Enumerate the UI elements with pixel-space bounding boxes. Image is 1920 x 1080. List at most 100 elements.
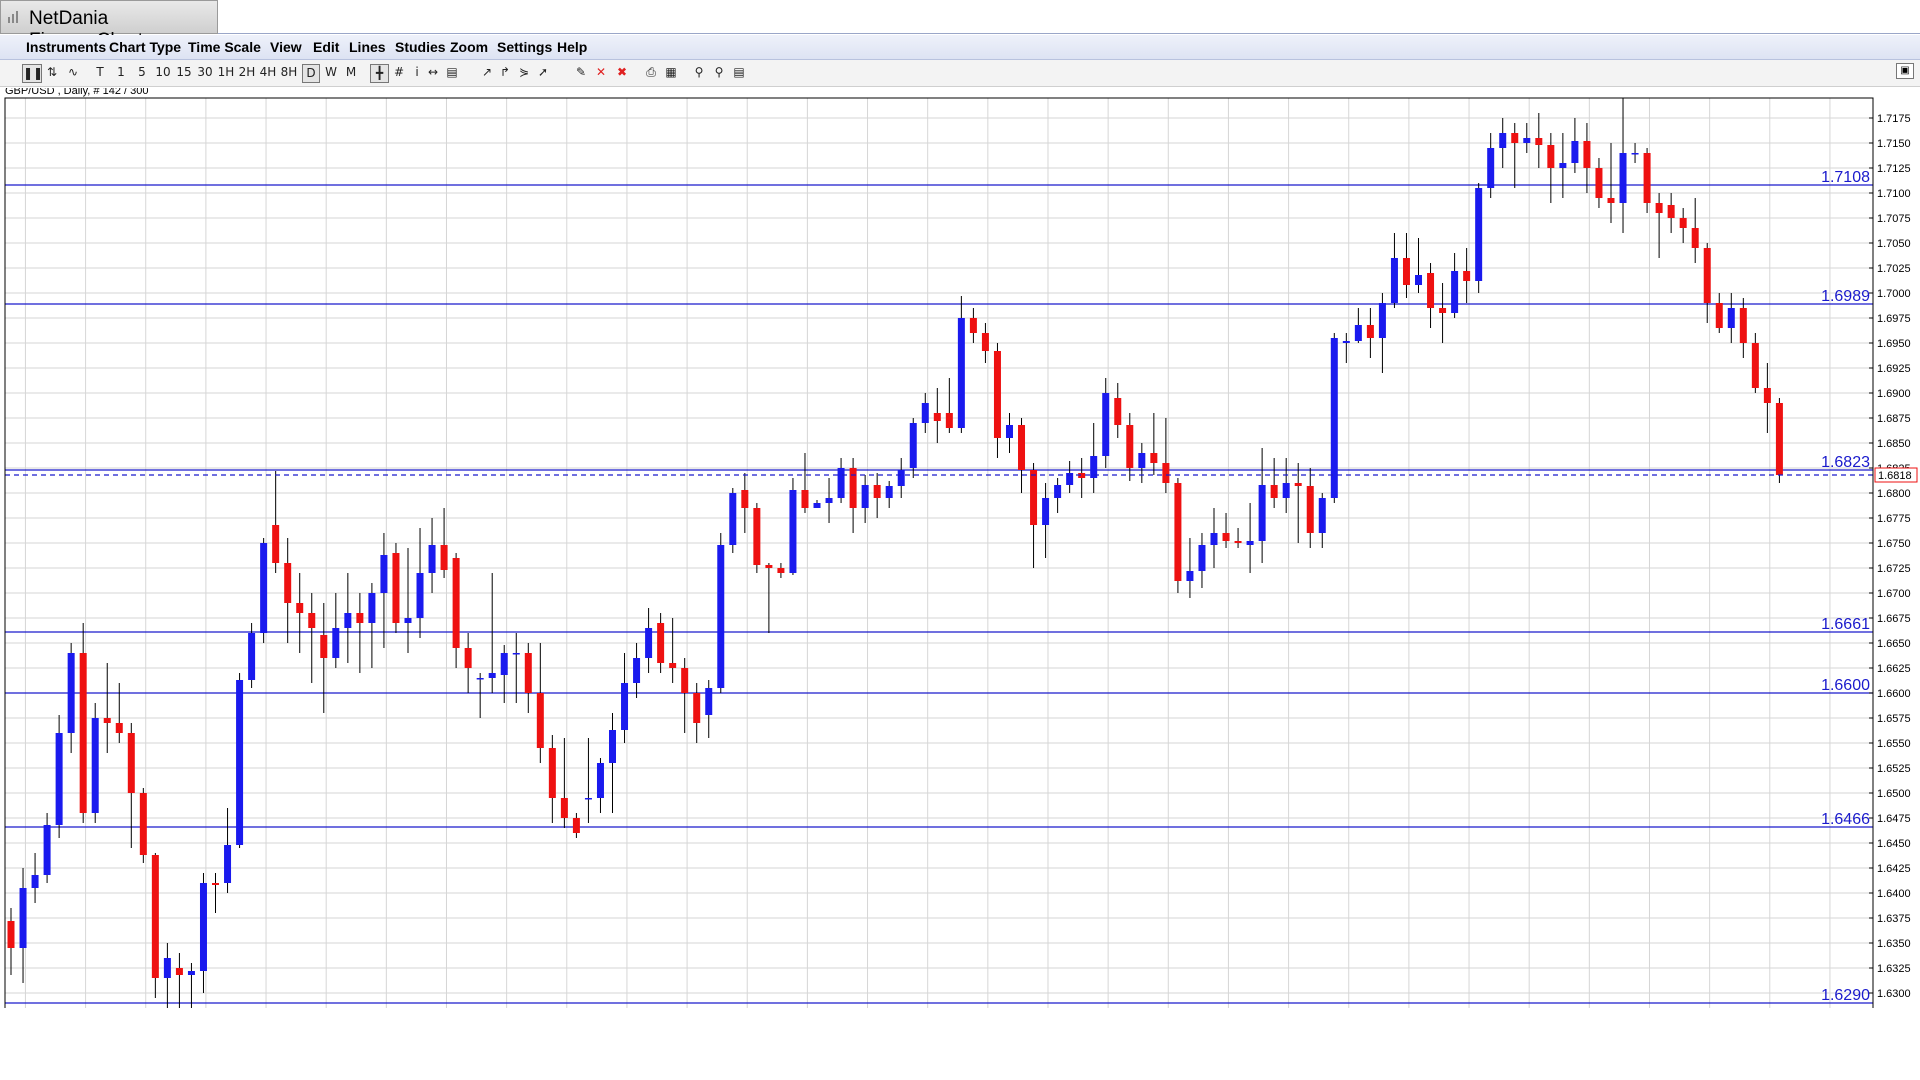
- timeframe-1[interactable]: 1: [117, 65, 125, 79]
- candle: [1667, 193, 1675, 233]
- menu-view[interactable]: View: [270, 39, 302, 55]
- candle: [199, 873, 207, 993]
- pan-icon[interactable]: ↔: [427, 65, 439, 79]
- ray-line-icon[interactable]: ↱: [499, 65, 511, 79]
- menu-lines[interactable]: Lines: [349, 39, 386, 55]
- candle: [332, 593, 340, 668]
- timeframe-15[interactable]: 15: [176, 65, 192, 79]
- zoom-out-icon[interactable]: ⚲: [714, 65, 724, 79]
- candle-body-up: [1090, 456, 1098, 478]
- candle-body-up: [789, 490, 797, 573]
- candle-body-down: [548, 748, 556, 798]
- timeframe-1h[interactable]: 1H: [217, 65, 235, 79]
- candle: [67, 643, 75, 753]
- line-chart-icon[interactable]: ∿: [67, 65, 79, 79]
- candle: [91, 703, 99, 823]
- menu-settings[interactable]: Settings: [497, 39, 553, 55]
- candle: [115, 683, 123, 743]
- dock-window-icon[interactable]: ▣: [1896, 63, 1914, 79]
- candle: [1246, 503, 1254, 573]
- grid-icon[interactable]: #: [393, 65, 405, 79]
- volume-icon[interactable]: ▤: [446, 65, 458, 79]
- print-icon[interactable]: ⎙: [646, 65, 656, 79]
- delete-icon[interactable]: ✕: [595, 65, 607, 79]
- price-chart[interactable]: GBP/USD , Daily, # 142 / 300 1.7108 1.698…: [0, 88, 1920, 1008]
- timeframe-t[interactable]: T: [96, 65, 104, 79]
- candle-body-down: [115, 723, 123, 733]
- y-tick-label: 1.6550: [1877, 738, 1911, 750]
- menu-time-scale[interactable]: Time Scale: [188, 39, 261, 55]
- price-axis: 1.7175 1.7150 1.7125 1.7100 1.7075 1.7050 1.70…: [1869, 113, 1911, 1000]
- timeframe-m[interactable]: M: [345, 65, 357, 79]
- info-icon[interactable]: i: [415, 65, 419, 79]
- candle-series: [7, 98, 1783, 1008]
- candle: [1631, 143, 1639, 163]
- candlestick-chart-icon[interactable]: ❚❚: [22, 64, 43, 83]
- candle-body-up: [633, 658, 641, 683]
- fibonacci-icon[interactable]: ⋟: [518, 65, 530, 79]
- candle-body-down: [873, 485, 881, 498]
- candle-body-up: [31, 875, 39, 888]
- menu-zoom[interactable]: Zoom: [450, 39, 489, 55]
- pen-icon[interactable]: ✎: [575, 65, 587, 79]
- menu-studies[interactable]: Studies: [395, 39, 446, 55]
- candle-body-up: [1559, 163, 1567, 168]
- candle: [584, 738, 592, 823]
- timeframe-8h[interactable]: 8H: [280, 65, 298, 79]
- y-tick-label: 1.6425: [1877, 863, 1911, 875]
- menu-help[interactable]: Help: [557, 39, 588, 55]
- candle-body-down: [933, 413, 941, 421]
- candle: [488, 573, 496, 693]
- trendline-icon[interactable]: ↗: [481, 65, 493, 79]
- zoom-in-icon[interactable]: ⚲: [694, 65, 704, 79]
- candle-body-down: [1427, 273, 1435, 308]
- level-label: 1.7108: [1821, 169, 1870, 186]
- menu-chart-type[interactable]: Chart Type: [109, 39, 182, 55]
- candle-body-down: [669, 663, 677, 668]
- candle-body-up: [1054, 485, 1062, 498]
- crosshair-icon[interactable]: ╋: [370, 64, 389, 83]
- zoom-fit-icon[interactable]: ▤: [733, 65, 745, 79]
- candle: [1427, 263, 1435, 328]
- timeframe-d[interactable]: D: [302, 64, 320, 83]
- candle-body-down: [1126, 425, 1134, 468]
- candle-body-up: [67, 653, 75, 733]
- candle-body-down: [993, 351, 1001, 438]
- candle: [1415, 238, 1423, 293]
- candle-body-down: [7, 921, 15, 948]
- timeframe-w[interactable]: W: [325, 65, 337, 79]
- candle-body-down: [1150, 453, 1158, 463]
- candle-body-up: [1330, 338, 1338, 498]
- candle: [212, 873, 220, 913]
- candle: [645, 608, 653, 673]
- candle-body-down: [1174, 483, 1182, 581]
- print-preview-icon[interactable]: ▦: [665, 65, 677, 79]
- candle-body-up: [1523, 138, 1531, 143]
- timeframe-4h[interactable]: 4H: [259, 65, 277, 79]
- candle-body-up: [91, 718, 99, 813]
- y-tick-label: 1.6500: [1877, 788, 1911, 800]
- candle-body-down: [1751, 343, 1759, 388]
- delete-all-icon[interactable]: ✖: [616, 65, 628, 79]
- candle: [1090, 423, 1098, 493]
- candle: [127, 723, 135, 848]
- menu-instruments[interactable]: Instruments: [26, 39, 107, 55]
- candle: [1691, 198, 1699, 263]
- candle-body-up: [1619, 153, 1627, 203]
- candle: [1439, 283, 1447, 343]
- timeframe-30[interactable]: 30: [197, 65, 213, 79]
- candle: [224, 808, 232, 893]
- y-tick-label: 1.6950: [1877, 338, 1911, 350]
- y-tick-label: 1.6750: [1877, 538, 1911, 550]
- menu-edit[interactable]: Edit: [313, 39, 340, 55]
- candle: [981, 323, 989, 363]
- timeframe-5[interactable]: 5: [138, 65, 146, 79]
- candle-body-down: [212, 883, 220, 885]
- timeframe-2h[interactable]: 2H: [238, 65, 256, 79]
- candle: [392, 543, 400, 633]
- arrow-draw-icon[interactable]: ➚: [537, 65, 549, 79]
- ohlc-bar-icon[interactable]: ⇅: [46, 65, 58, 79]
- candle-body-up: [1342, 341, 1350, 343]
- candle-body-down: [849, 468, 857, 508]
- timeframe-10[interactable]: 10: [155, 65, 171, 79]
